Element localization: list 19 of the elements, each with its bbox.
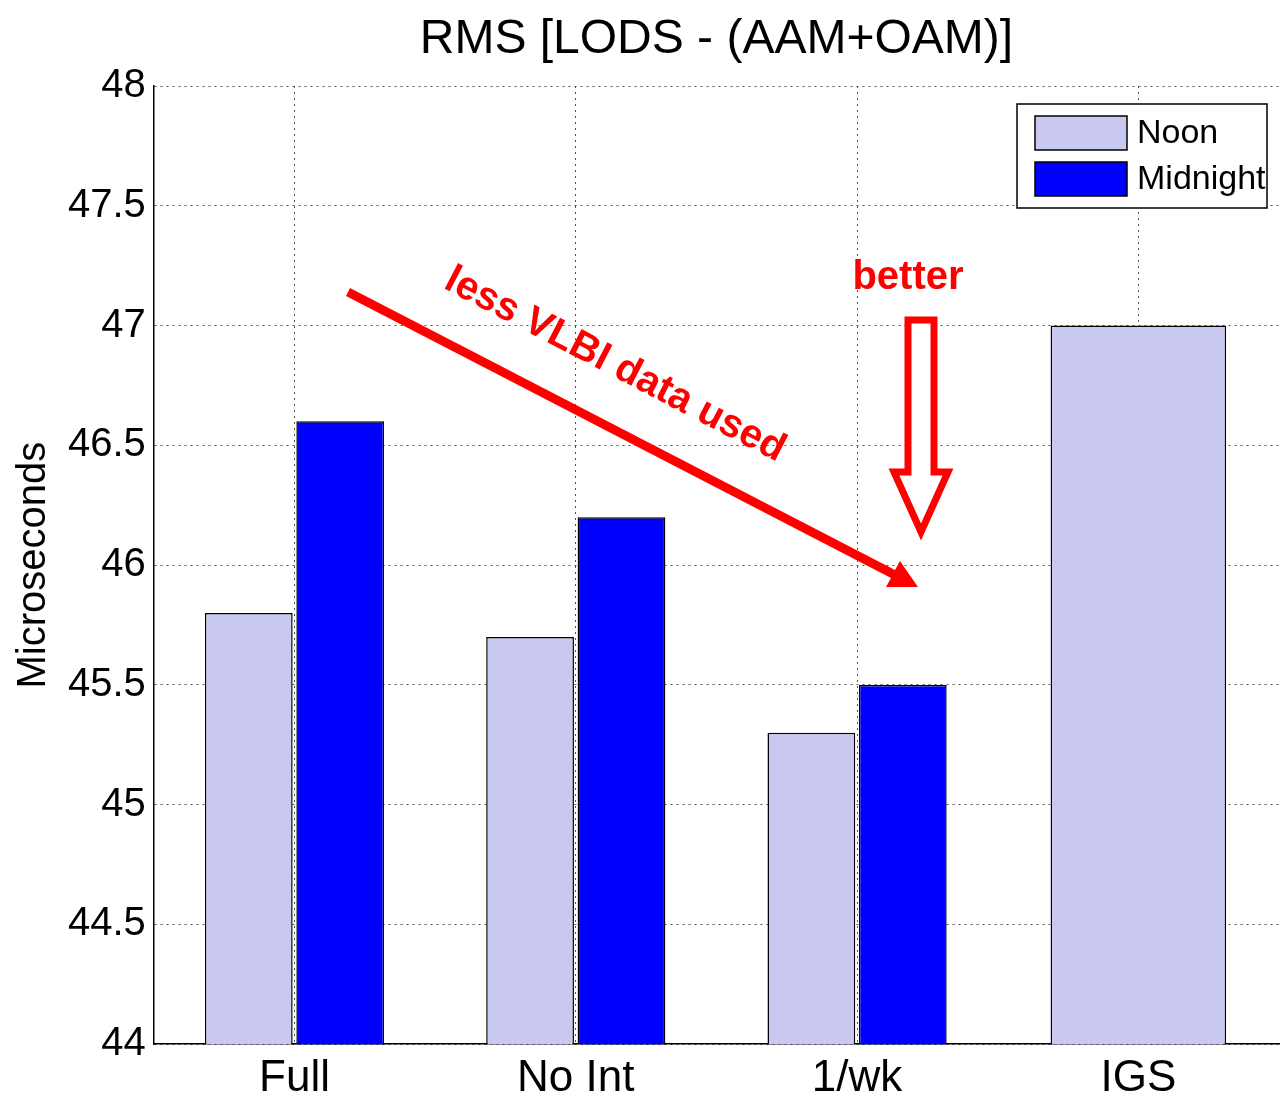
y-tick-label: 48 [101,61,146,106]
x-tick-label: 1/wk [811,1050,904,1100]
y-tick-label: 47.5 [67,180,146,225]
y-tick-label: 44.5 [67,899,146,944]
legend-label: Midnight [1137,158,1267,197]
y-tick-label: 46 [101,540,146,585]
x-tick-label: No Int [517,1050,635,1100]
y-tick-label: 46.5 [67,420,146,465]
legend-label: Noon [1137,112,1219,151]
annotation: less VLBI data used [438,255,795,470]
y-tick-label: 45 [101,779,146,824]
y-tick-label: 45.5 [67,659,146,704]
chart-title: RMS [LODS - (AAM+OAM)] [419,10,1014,64]
annotation: better [852,253,964,298]
x-tick-label: Full [259,1050,330,1100]
x-tick-label: IGS [1100,1050,1177,1100]
y-axis-title: Microseconds [9,441,54,689]
y-tick-label: 47 [101,300,146,345]
y-tick-label: 44 [101,1019,146,1064]
